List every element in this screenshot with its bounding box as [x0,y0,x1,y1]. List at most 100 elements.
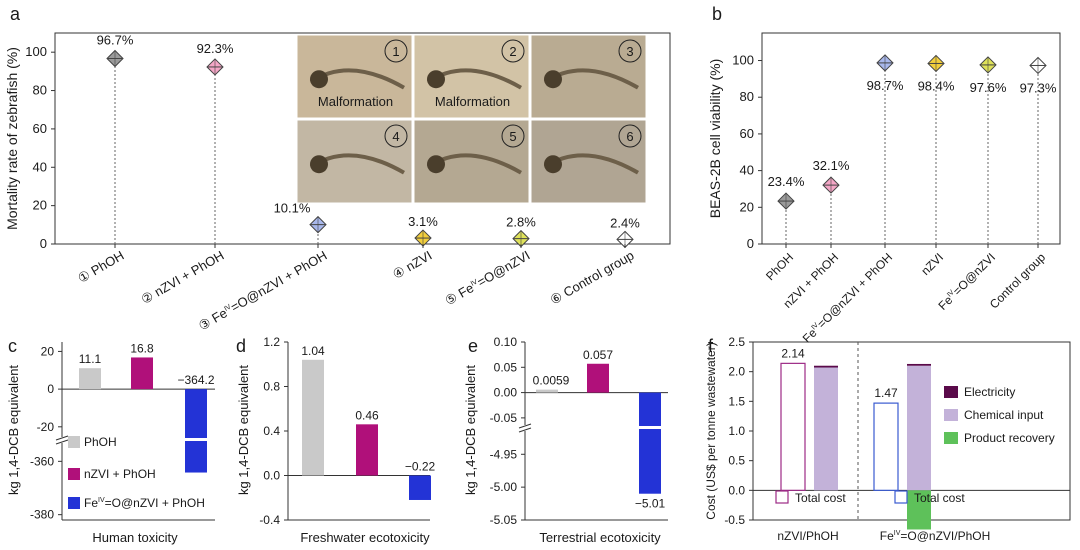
panel-e-ytick-label: -5.05 [490,513,518,527]
panel-d-ytick-label: 0.4 [263,424,280,438]
panel-e-ytick-label: -0.05 [490,411,518,425]
panel-b-frame [761,32,1061,245]
panel-d-xlabel: Freshwater ecotoxicity [300,530,430,545]
photo-number: 6 [626,129,633,144]
panel-a-value-label: 2.8% [506,215,536,230]
photo-caption: Malformation [318,94,393,109]
panel-b-category-label: nZVI [918,250,946,278]
panel-c-ytick-label: -380 [30,508,54,522]
photo-number-circle [501,39,525,63]
panel-b-value-label: 97.3% [1020,80,1057,95]
panel-c-ytick-label: 0 [47,382,54,396]
panel-c-break-mark [55,439,69,445]
panel-f-legend-label: Electricity [964,385,1015,399]
zebrafish-photo: 4 [296,119,413,204]
panel-c-bar [185,389,207,473]
panel-a-ytick-label: 60 [33,121,47,136]
zebrafish-head [310,155,328,174]
panel-f-group-label: nZVI/PhOH [777,529,838,543]
zebrafish-photo: 5 [413,119,530,204]
zebrafish-photo: 3 [530,34,647,119]
panel-d-value-label: −0.22 [405,460,436,474]
panel-c-value-label: 16.8 [130,341,154,355]
photo-number: 3 [626,44,633,59]
panel-d-bar [302,359,324,476]
panel-a-point [206,58,224,76]
photo-background [296,119,413,204]
panel-f-ytick-label: 2.0 [728,365,745,379]
panel-d-bar [409,475,431,500]
panel-f-ylabel: Cost (US$ per tonne wastewater) [704,342,718,519]
panel-f-ytick-label: -0.5 [724,513,745,527]
panel-d-value-label: 0.46 [355,408,379,422]
panel-b-point [876,54,894,72]
panel-f-legend-swatch [944,409,958,421]
panel-a-ytick-label: 0 [40,236,47,251]
panel-b-ytick-label: 20 [740,199,754,214]
panel-c-ylabel: kg 1,4-DCB equivalent [6,365,21,495]
panel-f-legend-label: Chemical input [964,408,1044,422]
panel-b-point [822,176,840,194]
panel-f-electricity-segment [814,365,838,368]
panel-a-ytick-label: 80 [33,83,47,98]
panel-e-xlabel: Terrestrial ecotoxicity [539,530,661,545]
panel-f-chemical-segment [814,367,838,491]
panel-a-category-label: ① PhOH [75,248,126,286]
panel-f-ytick-label: 1.0 [728,424,745,438]
panel-c-ytick-label: 20 [41,344,55,358]
panel-b-ytick-label: 0 [747,236,754,251]
panel-b-ytick-label: 60 [740,126,754,141]
panel-c-break-gap [56,437,68,443]
panel-e-ytick-label: -5.00 [490,480,518,494]
panel-b-value-label: 98.4% [918,78,955,93]
panel-b-value-label: 32.1% [813,158,850,173]
panel-a-ytick-label: 20 [33,198,47,213]
zebrafish-photo: 6 [530,119,647,204]
zebrafish-head [427,70,445,89]
panel-a-value-label: 10.1% [274,201,311,216]
panel-f-recovery-segment [907,490,931,530]
panel-a-ytick-label: 100 [25,44,47,59]
panel-f-electricity-segment [907,363,931,366]
panel-c-legend-swatch [68,436,80,448]
panel-c-break-mark [55,435,69,441]
panel-a-frame [54,32,671,245]
panel-a-category-label: ⑥ Control group [548,248,637,308]
panel-e-break-gap [519,425,531,431]
panel-letter-c: c [8,336,17,356]
zebrafish-photo: 2 Malformation [413,34,530,119]
photo-number-circle [501,124,525,148]
panel-e-bar [587,363,609,393]
panel-e-value-label: 0.057 [583,348,613,362]
panel-f-ytick-label: 0.5 [728,454,745,468]
panel-b-point [979,56,997,74]
panel-c-value-label: −364.2 [177,373,214,387]
panel-a-ylabel: Mortality rate of zebrafish (%) [4,47,20,230]
panel-d-ytick-label: -0.4 [259,513,280,527]
panel-c-bar-break [183,438,209,441]
panel-c-value-label: 11.1 [79,352,102,366]
panel-letter-e: e [468,336,478,356]
photo-number-circle [618,39,642,63]
panel-e-bar [536,389,558,393]
panel-d-bar [356,424,378,476]
photo-number-circle [384,39,408,63]
panel-b-ytick-label: 100 [732,53,754,68]
photo-number: 1 [392,44,399,59]
photo-number: 4 [392,129,399,144]
panel-f-legend-swatch [944,386,958,398]
panel-b-value-label: 97.6% [970,80,1007,95]
photo-number: 2 [509,44,516,59]
panel-a-category-label: ⑤ FeIV=O@nZVI [442,248,532,309]
panel-f-legend-swatch [944,432,958,444]
panel-a-value-label: 2.4% [610,215,640,230]
panel-a-point [106,49,124,68]
panel-f-total-legend-swatch [775,490,789,504]
panel-c-xlabel: Human toxicity [92,530,178,545]
panel-b-value-label: 23.4% [768,174,805,189]
panel-f-total-bar [873,402,899,491]
panel-d-ytick-label: 0.8 [263,380,280,394]
panel-letter-b: b [712,4,722,24]
panel-c-ytick-label: -360 [30,454,54,468]
